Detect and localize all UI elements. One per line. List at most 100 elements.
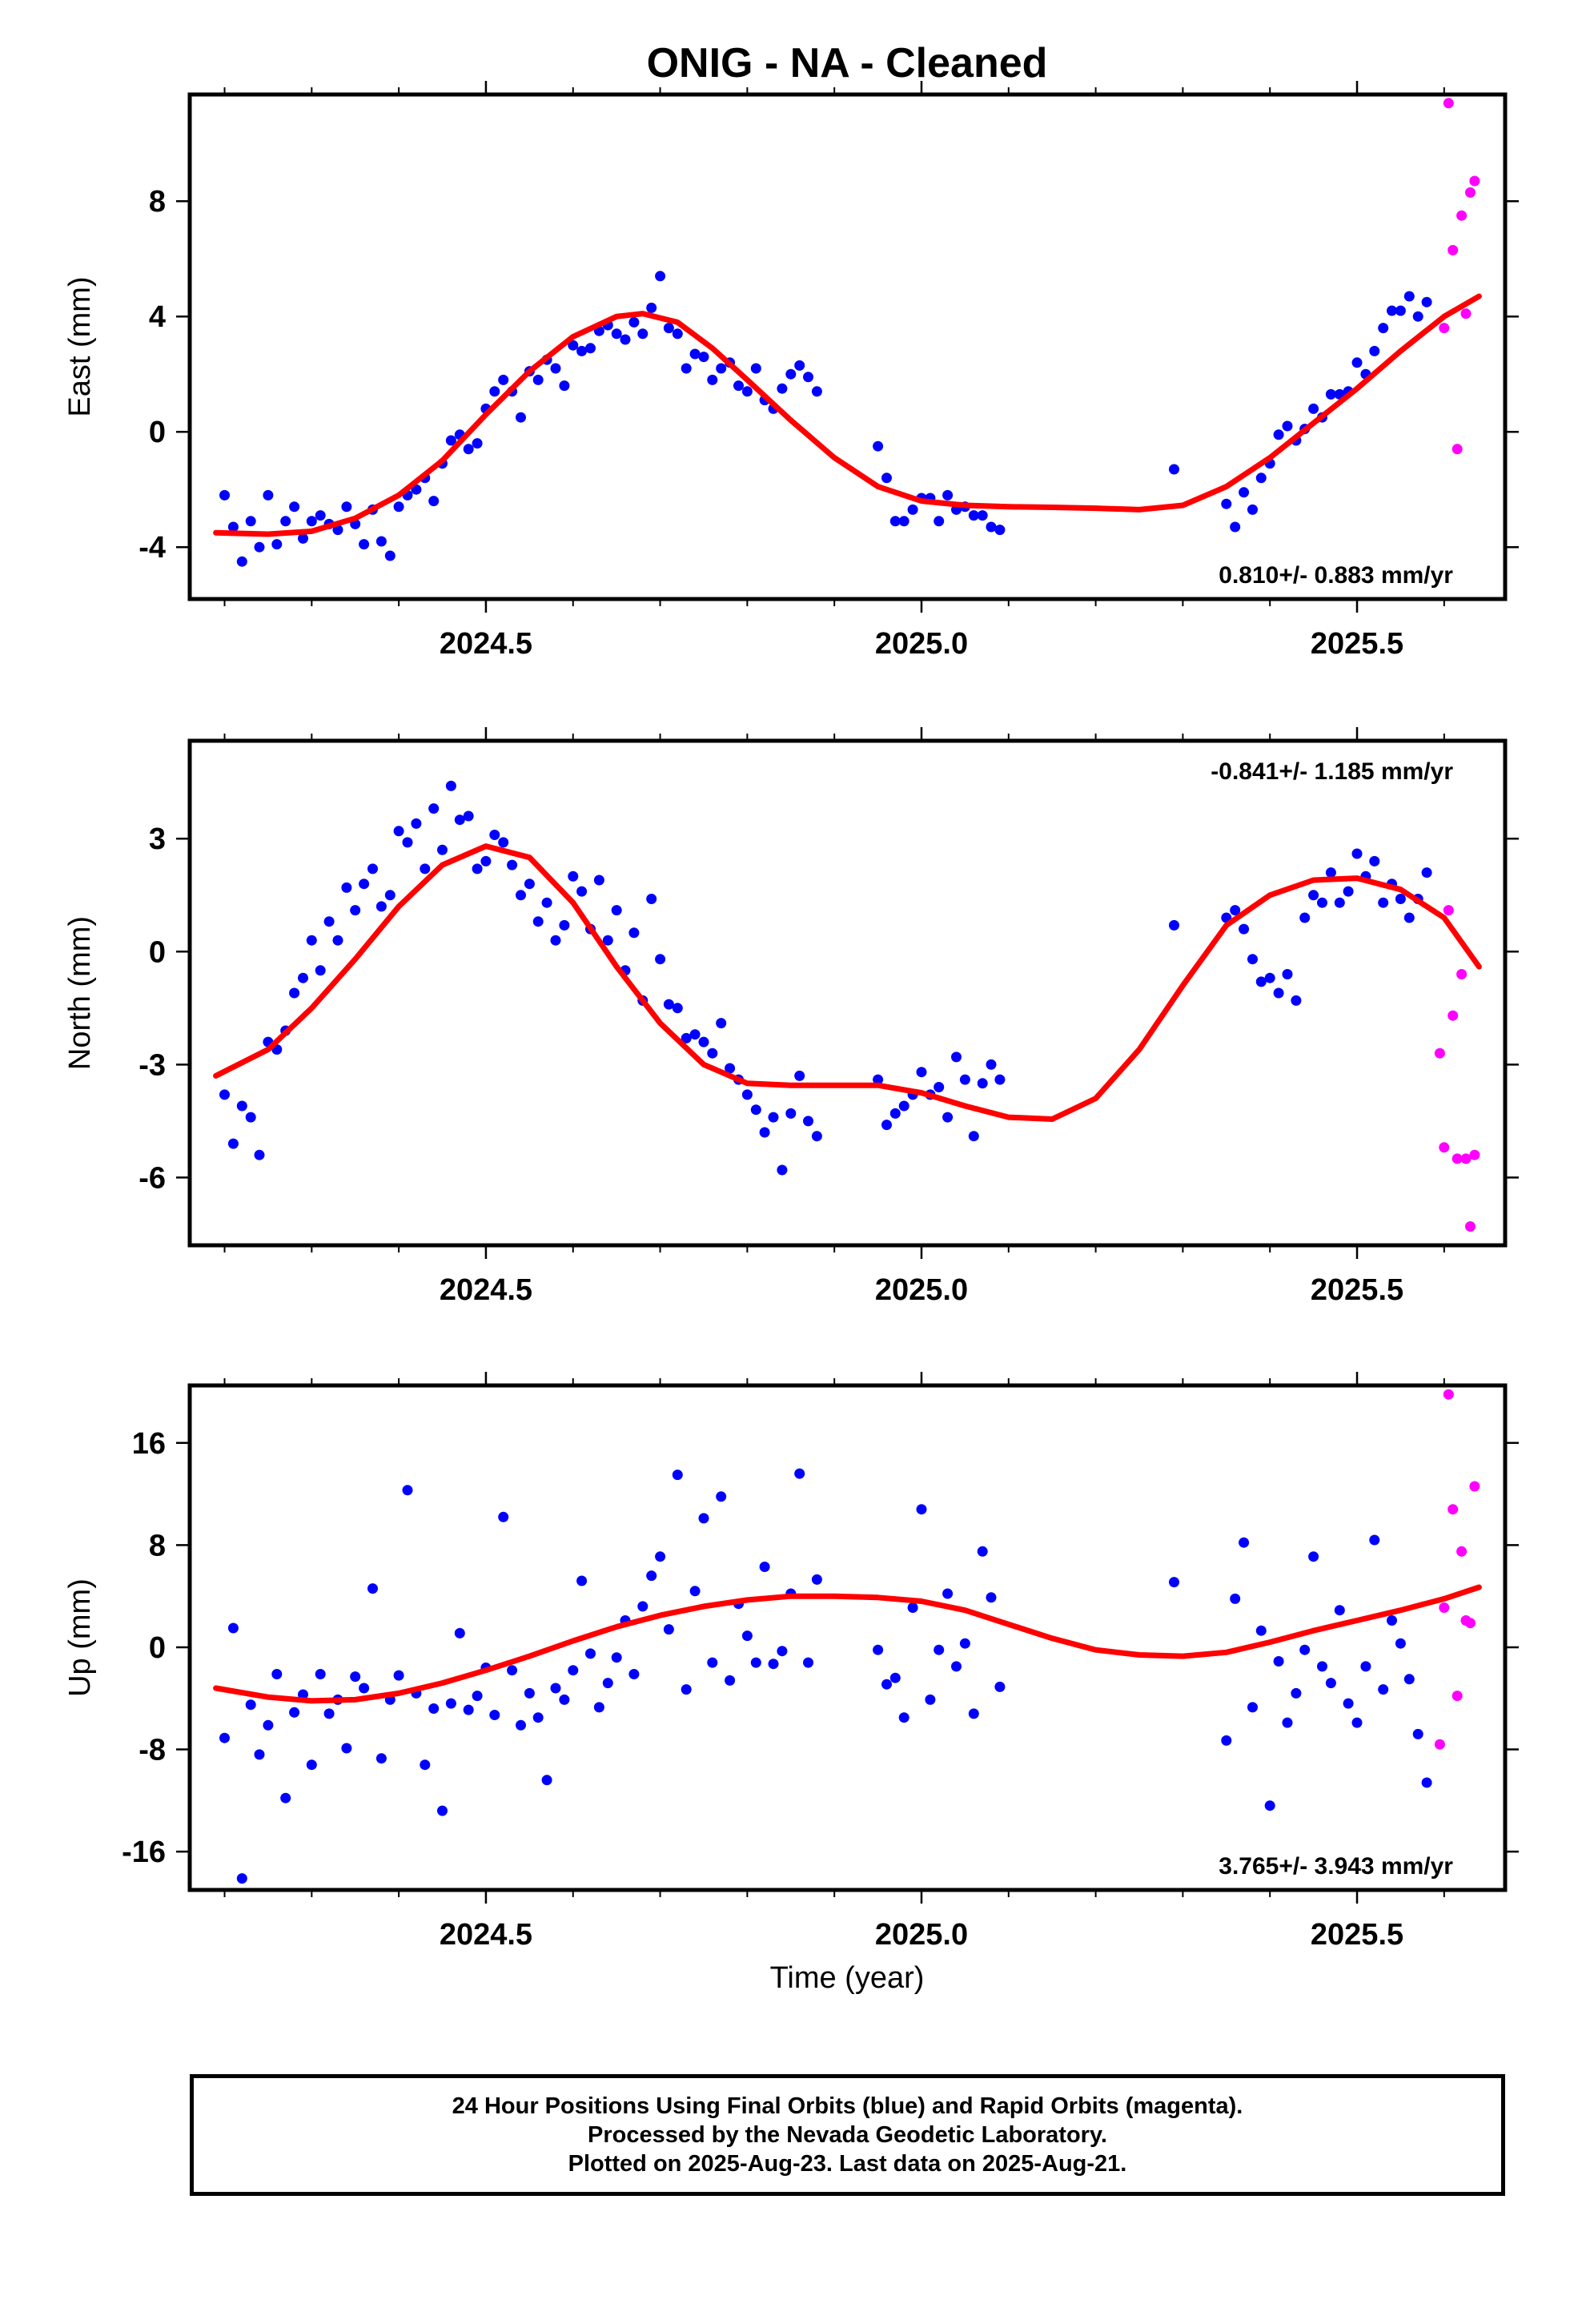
up-x-tick-label: 2025.0 (875, 1918, 968, 1952)
north-model-curve (213, 843, 1482, 1122)
east-final-point (1273, 429, 1284, 440)
north-final-point (777, 1164, 788, 1176)
up-final-point (750, 1657, 761, 1668)
north-final-point (507, 859, 518, 870)
north-rapid-point (1443, 905, 1454, 916)
up-final-point (628, 1669, 640, 1679)
north-final-point (532, 916, 544, 927)
east-final-point (1247, 504, 1258, 515)
up-x-tick-label: 2024.5 (440, 1918, 532, 1952)
up-final-point (559, 1694, 570, 1705)
east-final-point (271, 539, 283, 550)
north-final-point (568, 870, 579, 882)
up-final-point (1221, 1735, 1232, 1746)
up-final-point (280, 1792, 291, 1803)
east-final-point (1282, 420, 1293, 432)
east-final-point (516, 412, 526, 423)
up-final-point (602, 1678, 613, 1689)
up-final-point (498, 1511, 509, 1522)
north-final-point (375, 901, 387, 912)
up-final-point (768, 1659, 779, 1670)
north-final-point (437, 844, 448, 855)
east-rapid-point (1443, 98, 1454, 109)
north-final-point (898, 1100, 909, 1112)
up-final-point (689, 1586, 701, 1597)
east-final-point (1387, 305, 1397, 316)
up-final-point (977, 1546, 988, 1557)
east-final-point (968, 510, 979, 521)
east-final-point (332, 525, 343, 536)
north-final-point (245, 1112, 256, 1123)
east-final-point (1230, 521, 1241, 533)
up-final-point (585, 1648, 596, 1659)
north-final-point (602, 935, 613, 946)
north-final-point (934, 1082, 945, 1092)
x-axis-label: Time (year) (770, 1961, 925, 1995)
caption-box: 24 Hour Positions Using Final Orbits (bl… (190, 2074, 1505, 2196)
east-final-point (298, 533, 308, 544)
north-final-point (1369, 855, 1380, 866)
up-final-point (1273, 1656, 1284, 1667)
north-y-tick-label: -6 (139, 1161, 166, 1195)
east-rapid-point (1460, 308, 1472, 320)
up-final-point (1239, 1537, 1250, 1548)
east-final-point (942, 489, 954, 501)
east-final-point (219, 489, 230, 501)
north-final-point (524, 879, 535, 890)
east-final-point (445, 435, 456, 446)
east-final-point (463, 444, 474, 455)
north-final-point (1273, 987, 1284, 999)
up-final-point (454, 1627, 465, 1638)
east-final-point (306, 516, 317, 527)
up-final-point (428, 1703, 440, 1714)
east-y-tick-label: 0 (149, 416, 166, 449)
east-final-point (315, 510, 326, 521)
up-final-point (794, 1468, 805, 1479)
east-final-point (777, 383, 788, 394)
up-final-point (236, 1873, 247, 1884)
north-final-point (454, 814, 465, 826)
east-final-point (289, 501, 300, 513)
up-final-point (463, 1704, 474, 1715)
north-final-point (541, 897, 552, 908)
north-final-point (393, 826, 404, 837)
north-final-point (559, 919, 570, 931)
east-rapid-point (1439, 323, 1450, 334)
up-final-point (1378, 1684, 1389, 1695)
north-final-point (750, 1104, 761, 1116)
up-final-point (889, 1672, 901, 1683)
up-final-point (663, 1624, 674, 1635)
north-final-point (1378, 897, 1389, 908)
up-final-point (306, 1759, 317, 1771)
up-plot-frame (187, 1383, 1508, 1892)
up-final-point (951, 1661, 962, 1672)
up-final-point (507, 1665, 518, 1676)
east-final-point (689, 348, 701, 360)
up-final-point (1360, 1661, 1371, 1672)
north-final-point (428, 803, 440, 814)
up-final-point (959, 1638, 970, 1649)
north-final-point (359, 879, 370, 890)
east-final-point (1255, 472, 1267, 484)
north-final-point (672, 1003, 683, 1014)
up-final-point (315, 1669, 326, 1679)
north-final-point (1421, 867, 1432, 879)
north-final-point (768, 1112, 779, 1123)
up-final-point (1403, 1674, 1415, 1685)
up-final-point (359, 1683, 370, 1694)
east-final-point (733, 380, 744, 392)
east-rapid-point (1456, 210, 1468, 221)
east-final-point (384, 550, 396, 561)
north-x-tick-label: 2024.5 (440, 1273, 532, 1307)
north-final-point (516, 890, 526, 901)
up-final-point (681, 1684, 692, 1695)
east-final-point (550, 363, 561, 374)
north-final-point (681, 1032, 692, 1043)
east-final-point (663, 323, 674, 334)
east-final-point (1412, 311, 1423, 322)
up-y-tick-label: -16 (122, 1835, 166, 1869)
east-final-point (698, 352, 709, 363)
north-final-point (498, 837, 509, 848)
north-final-point (873, 1074, 884, 1085)
east-y-tick-label: -4 (139, 531, 166, 565)
